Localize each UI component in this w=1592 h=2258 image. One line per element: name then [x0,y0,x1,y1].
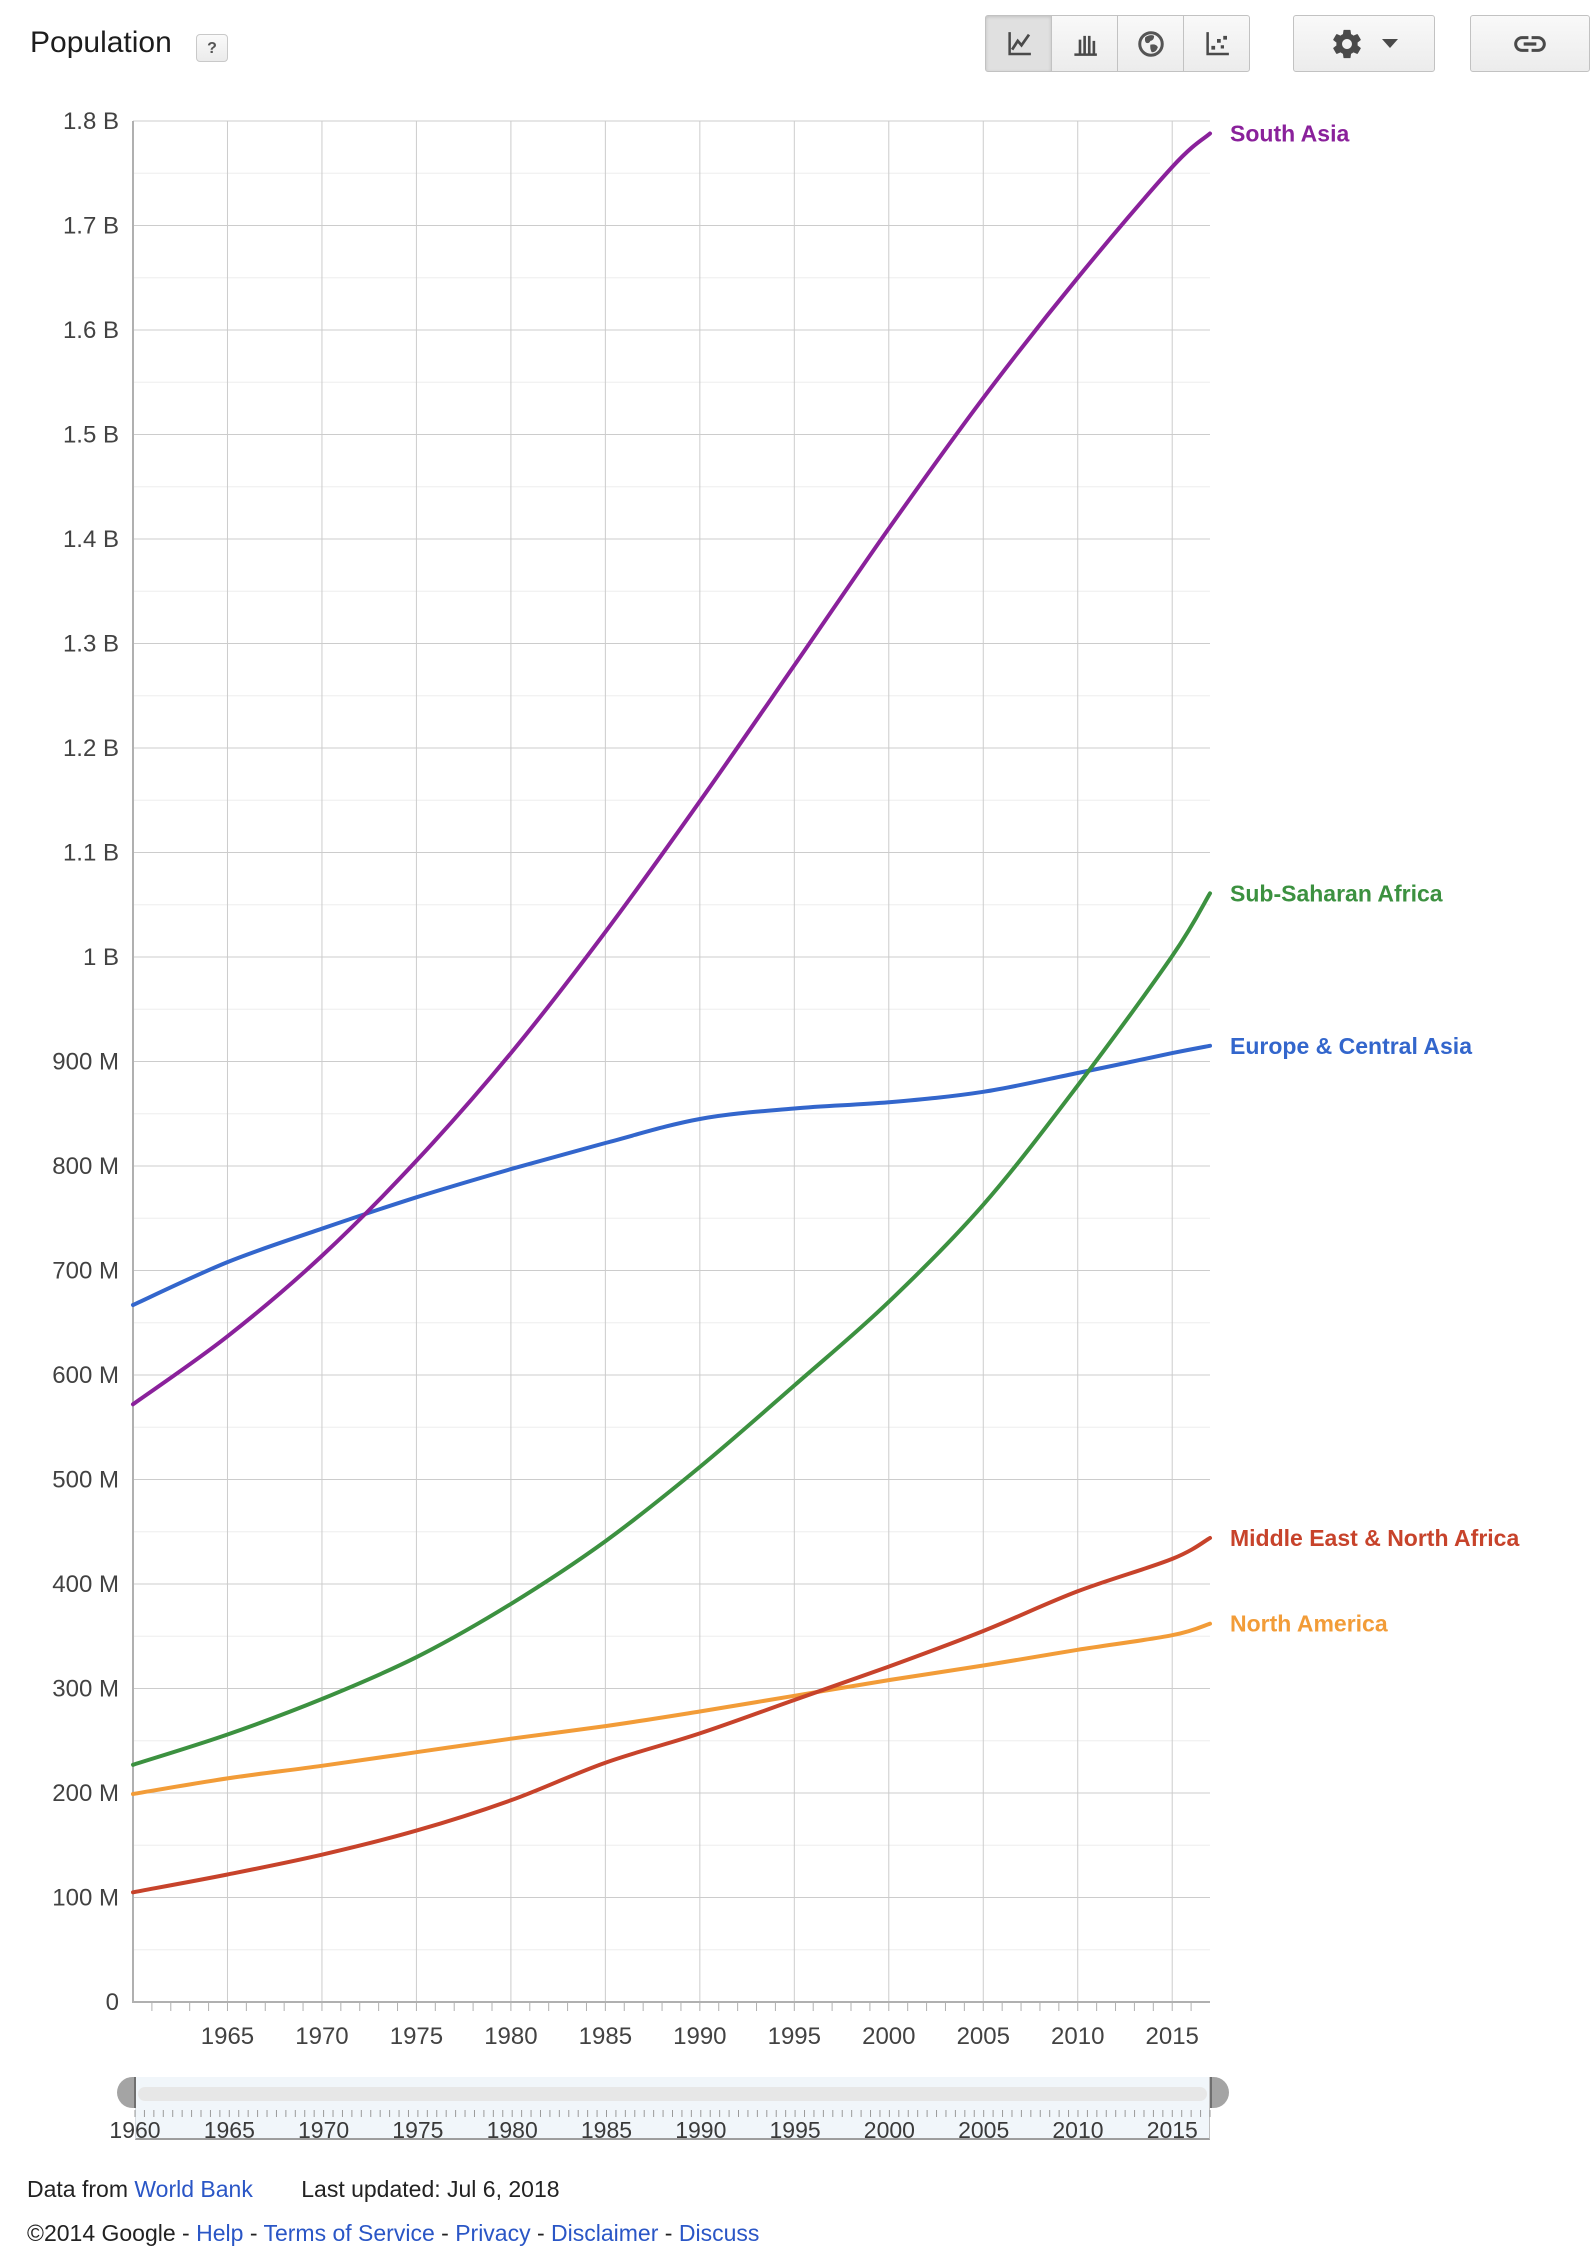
time-slider-panel [135,2077,1210,2140]
slider-year-label: 1980 [487,2117,538,2143]
map-button[interactable] [1117,15,1184,72]
series-line-middle-east-north-africa[interactable] [131,1536,1212,1895]
footer-links-line: ©2014 Google - Help - Terms of Service -… [27,2220,760,2246]
x-axis-tick-label: 1975 [390,2023,443,2050]
slider-year-label: 2015 [1147,2117,1198,2143]
slider-left-handle[interactable] [117,2077,136,2108]
legend-sub-saharan-africa[interactable]: Sub-Saharan Africa [1230,880,1443,906]
y-axis-tick-label: 500 M [52,1467,119,1494]
link-icon [1514,35,1546,52]
footer-link-terms-of-service[interactable]: Terms of Service [263,2220,435,2246]
x-axis-tick-label: 1965 [201,2023,254,2050]
slider-year-label: 1990 [675,2117,726,2143]
time-slider-ruler: 1960 1965 1970 1975 1980 1985 1990 1995 2000 2005… [109,2110,1211,2143]
bar-chart-icon [1073,35,1097,56]
gear-icon [1333,29,1361,58]
series-line-south-asia[interactable] [131,131,1212,1407]
x-axis-tick-label: 1980 [484,2023,537,2050]
series-line-europe-central-asia[interactable] [131,1043,1212,1307]
x-axis-tick-label: 1990 [673,2023,726,2050]
slider-year-label: 2005 [958,2117,1009,2143]
legend-middle-east-north-africa[interactable]: Middle East & North Africa [1230,1525,1519,1551]
last-updated-label: Last updated: Jul 6, 2018 [301,2176,560,2202]
footer-link-help[interactable]: Help [196,2220,244,2246]
y-axis-tick-label: 1.6 B [63,317,119,344]
copyright-label: ©2014 Google [27,2220,176,2246]
y-axis-tick-label: 900 M [52,1049,119,1076]
y-axis-tick-label: 1.5 B [63,422,119,449]
population-line-chart: 0 100 M 200 M 300 M 400 M 500 M 600 M 700 M 800 … [52,108,1519,2050]
line-chart-icon [1007,31,1031,55]
y-axis-tick-label: 800 M [52,1153,119,1180]
data-from-label: Data from [27,2176,128,2202]
footer-link-discuss[interactable]: Discuss [678,2220,760,2246]
y-axis-tick-label: 700 M [52,1258,119,1285]
scatter-chart-button[interactable] [1183,15,1250,72]
legend-europe-central-asia[interactable]: Europe & Central Asia [1230,1033,1472,1059]
y-axis-tick-label: 1.2 B [63,735,119,762]
y-axis-tick-label: 600 M [52,1362,119,1389]
y-axis-tick-label: 1.3 B [63,631,119,658]
slider-year-label: 1960 [109,2117,160,2143]
x-axis-tick-label: 1985 [579,2023,632,2050]
share-link-button[interactable] [1470,15,1590,72]
chevron-down-icon [1382,39,1398,48]
chart-type-button-group [985,15,1250,72]
x-axis-tick-label: 2010 [1051,2023,1104,2050]
footer-link-disclaimer[interactable]: Disclaimer [551,2220,659,2246]
y-axis-tick-label: 0 [106,1989,119,2016]
scatter-chart-icon [1205,31,1229,55]
x-axis-tick-label: 2000 [862,2023,915,2050]
x-axis-tick-label: 1970 [295,2023,348,2050]
settings-button[interactable] [1293,15,1435,72]
y-axis-tick-label: 1.1 B [63,840,119,867]
y-axis-tick-label: 1.8 B [63,108,119,135]
bar-chart-button[interactable] [1051,15,1118,72]
line-chart-button[interactable] [985,15,1052,72]
slider-year-label: 1995 [770,2117,821,2143]
time-slider-track[interactable] [138,2087,1207,2101]
series-line-north-america[interactable] [131,1621,1212,1796]
y-axis-tick-label: 1 B [83,944,119,971]
slider-year-label: 2010 [1052,2117,1103,2143]
footer-source-line: Data from World Bank Last updated: Jul 6… [27,2176,560,2203]
legend-north-america[interactable]: North America [1230,1611,1388,1637]
y-axis-tick-label: 200 M [52,1780,119,1807]
slider-year-label: 1970 [298,2117,349,2143]
y-axis-tick-label: 300 M [52,1676,119,1703]
y-axis-tick-label: 100 M [52,1885,119,1912]
slider-year-label: 1985 [581,2117,632,2143]
y-axis-tick-label: 1.4 B [63,526,119,553]
slider-year-label: 2000 [864,2117,915,2143]
x-axis-tick-label: 1995 [768,2023,821,2050]
globe-icon [1137,30,1164,57]
source-link[interactable]: World Bank [134,2176,253,2202]
toolbar [0,15,1592,72]
page-title: Population [30,26,172,59]
x-axis-tick-label: 2015 [1146,2023,1199,2050]
series-line-sub-saharan-africa[interactable] [131,891,1212,1767]
legend-south-asia[interactable]: South Asia [1230,121,1349,147]
help-button[interactable]: ? [196,34,228,62]
slider-year-label: 1965 [204,2117,255,2143]
footer-link-privacy[interactable]: Privacy [455,2220,531,2246]
y-axis-tick-label: 1.7 B [63,213,119,240]
y-axis-tick-label: 400 M [52,1571,119,1598]
x-axis-tick-label: 2005 [957,2023,1010,2050]
slider-year-label: 1975 [392,2117,443,2143]
slider-right-handle[interactable] [1210,2077,1229,2108]
